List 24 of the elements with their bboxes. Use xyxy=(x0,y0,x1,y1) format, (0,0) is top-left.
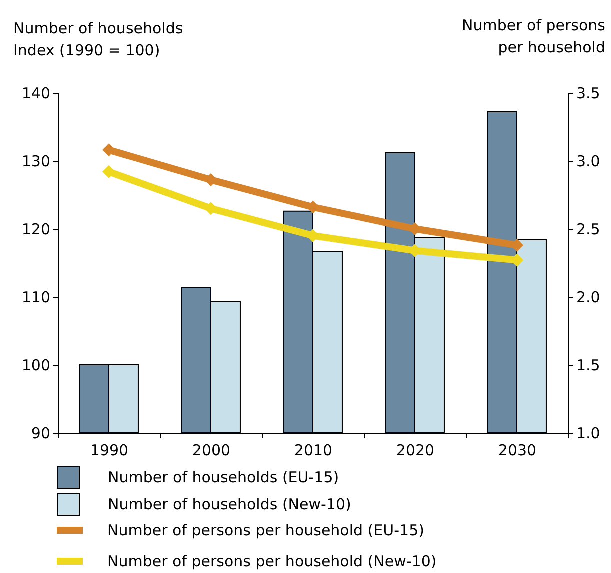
x-tick-label: 2020 xyxy=(396,442,435,460)
y-tick-label: 130 xyxy=(22,152,50,170)
legend-label: Number of persons per household (New-10) xyxy=(108,552,437,570)
x-tick-label: 1990 xyxy=(90,442,129,460)
y-tick-label: 140 xyxy=(22,84,50,102)
y2-tick-label: 3.0 xyxy=(576,152,600,170)
y2-tick-label: 2.0 xyxy=(576,288,600,306)
y2-tick-label: 1.0 xyxy=(576,424,600,442)
y2-tick-label: 1.5 xyxy=(576,356,600,374)
y-tick-label: 110 xyxy=(22,288,50,306)
y-tick-label: 100 xyxy=(22,356,50,374)
legend-label: Number of households (EU-15) xyxy=(108,468,340,486)
y-tick-label: 90 xyxy=(31,424,50,442)
legend-label: Number of households (New-10) xyxy=(108,496,352,514)
point xyxy=(102,165,116,178)
y2-axis-title: Number of persons per household xyxy=(462,16,606,56)
x-tick-label: 2030 xyxy=(498,442,537,460)
y-tick-label: 120 xyxy=(22,220,50,238)
x-tick-label: 2010 xyxy=(294,442,333,460)
legend-label: Number of persons per household (EU-15) xyxy=(108,522,424,540)
y-axis-title: Number of households Index (1990 = 100) xyxy=(14,20,184,60)
y2-tick-label: 2.5 xyxy=(576,220,600,238)
y2-tick-label: 3.5 xyxy=(576,84,600,102)
x-tick-label: 2000 xyxy=(192,442,231,460)
